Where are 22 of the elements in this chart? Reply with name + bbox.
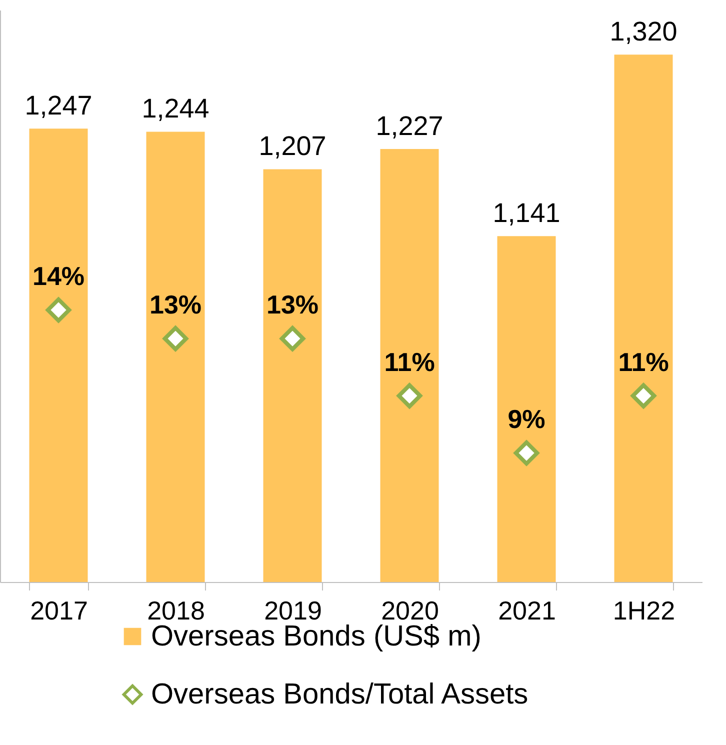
data-label: 1,320 <box>610 16 678 47</box>
point <box>514 440 540 466</box>
point <box>630 383 656 408</box>
x-tick-label: 2017 <box>30 596 88 626</box>
data-label: 13% <box>149 290 202 320</box>
data-label: 9% <box>508 404 546 434</box>
data-label: 1,247 <box>24 90 92 121</box>
point <box>162 326 188 352</box>
x-tick-label: 1H22 <box>612 596 676 626</box>
data-label: 13% <box>266 290 319 320</box>
data-label: 14% <box>32 261 85 291</box>
point <box>396 383 422 408</box>
legend-label: Overseas Bonds/Total Assets <box>151 678 528 710</box>
x-tick-label: 2021 <box>498 596 556 626</box>
data-label: 1,141 <box>492 198 560 228</box>
data-label: 1,227 <box>376 110 444 141</box>
data-label: 11% <box>618 346 669 377</box>
data-label: 1,207 <box>258 131 326 162</box>
point <box>280 326 306 352</box>
data-label: 1,244 <box>142 94 210 124</box>
point <box>46 297 72 323</box>
data-label: 11% <box>384 346 435 377</box>
